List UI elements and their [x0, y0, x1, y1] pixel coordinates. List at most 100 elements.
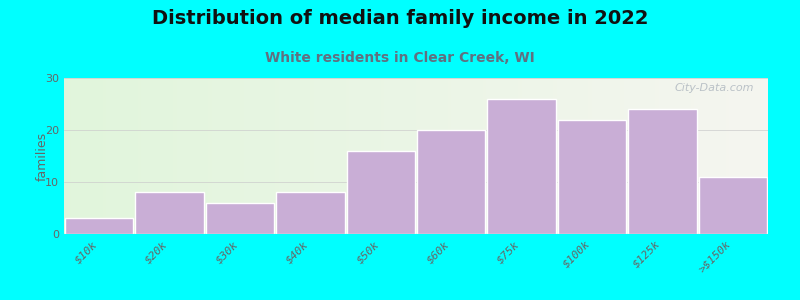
Bar	[230, 78, 233, 234]
Bar	[416, 78, 419, 234]
Bar	[321, 78, 325, 234]
Bar	[293, 78, 296, 234]
Bar	[754, 78, 758, 234]
Text: City-Data.com: City-Data.com	[674, 83, 754, 93]
Bar	[206, 203, 274, 234]
Bar	[208, 78, 212, 234]
Bar	[677, 78, 680, 234]
Bar	[82, 78, 85, 234]
Bar	[666, 78, 670, 234]
Bar	[582, 78, 585, 234]
Bar	[89, 78, 92, 234]
Bar	[346, 78, 349, 234]
Bar	[85, 78, 89, 234]
Bar	[307, 78, 310, 234]
Bar	[406, 78, 409, 234]
Bar	[423, 78, 426, 234]
Bar	[469, 78, 472, 234]
Bar	[92, 78, 96, 234]
Bar	[127, 78, 131, 234]
Bar	[592, 78, 595, 234]
Bar	[328, 78, 331, 234]
Bar	[617, 78, 620, 234]
Bar	[645, 78, 648, 234]
Bar	[479, 78, 483, 234]
Bar	[670, 78, 673, 234]
Bar	[325, 78, 328, 234]
Bar	[462, 78, 466, 234]
Bar	[585, 78, 589, 234]
Bar	[184, 78, 187, 234]
Bar	[494, 78, 497, 234]
Bar	[627, 78, 630, 234]
Bar	[698, 177, 767, 234]
Bar	[589, 78, 592, 234]
Bar	[247, 78, 250, 234]
Bar	[525, 78, 529, 234]
Bar	[237, 78, 240, 234]
Bar	[331, 78, 335, 234]
Bar	[381, 78, 384, 234]
Bar	[718, 78, 722, 234]
Bar	[448, 78, 451, 234]
Text: White residents in Clear Creek, WI: White residents in Clear Creek, WI	[265, 51, 535, 65]
Bar	[177, 78, 180, 234]
Bar	[303, 78, 307, 234]
Bar	[518, 78, 522, 234]
Bar	[117, 78, 120, 234]
Bar	[398, 78, 402, 234]
Bar	[610, 78, 613, 234]
Bar	[476, 78, 479, 234]
Bar	[378, 78, 381, 234]
Bar	[106, 78, 110, 234]
Bar	[391, 78, 395, 234]
Bar	[194, 78, 198, 234]
Bar	[726, 78, 730, 234]
Bar	[205, 78, 208, 234]
Bar	[120, 78, 124, 234]
Bar	[99, 78, 102, 234]
Bar	[282, 78, 286, 234]
Bar	[634, 78, 638, 234]
Bar	[265, 78, 268, 234]
Bar	[275, 78, 278, 234]
Bar	[514, 78, 518, 234]
Bar	[532, 78, 536, 234]
Bar	[466, 78, 469, 234]
Bar	[286, 78, 290, 234]
Bar	[595, 78, 599, 234]
Bar	[628, 109, 697, 234]
Bar	[417, 130, 486, 234]
Bar	[758, 78, 761, 234]
Bar	[539, 78, 542, 234]
Bar	[564, 78, 567, 234]
Bar	[335, 78, 338, 234]
Bar	[550, 78, 554, 234]
Bar	[602, 78, 606, 234]
Bar	[384, 78, 388, 234]
Bar	[698, 78, 701, 234]
Bar	[542, 78, 546, 234]
Bar	[606, 78, 610, 234]
Bar	[694, 78, 698, 234]
Bar	[78, 78, 82, 234]
Bar	[162, 78, 166, 234]
Bar	[715, 78, 718, 234]
Bar	[487, 99, 556, 234]
Bar	[683, 78, 687, 234]
Bar	[258, 78, 261, 234]
Bar	[243, 78, 247, 234]
Bar	[353, 78, 356, 234]
Bar	[659, 78, 662, 234]
Bar	[497, 78, 501, 234]
Bar	[736, 78, 740, 234]
Bar	[71, 78, 74, 234]
Bar	[690, 78, 694, 234]
Bar	[486, 78, 490, 234]
Bar	[268, 78, 272, 234]
Bar	[472, 78, 476, 234]
Bar	[363, 78, 366, 234]
Bar	[65, 218, 134, 234]
Bar	[198, 78, 202, 234]
Bar	[451, 78, 454, 234]
